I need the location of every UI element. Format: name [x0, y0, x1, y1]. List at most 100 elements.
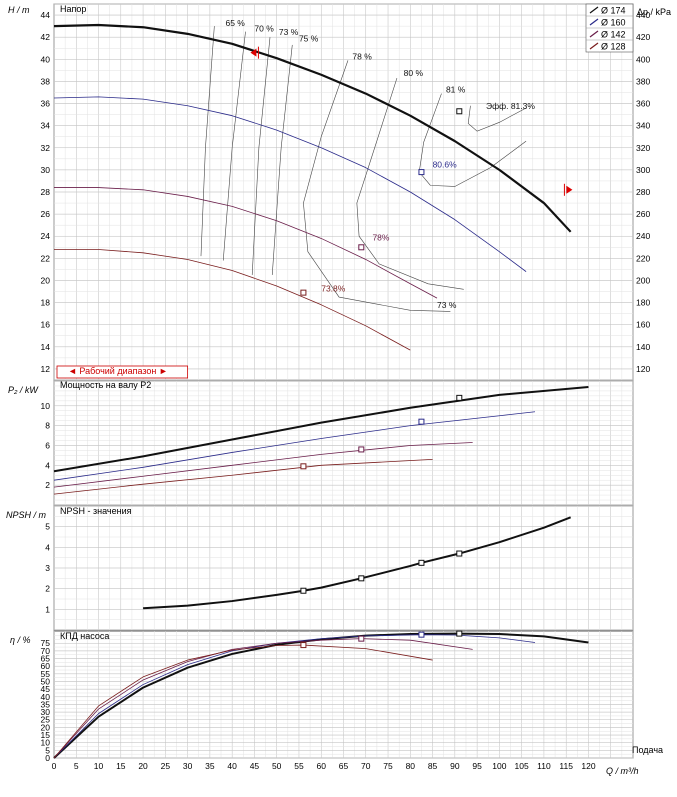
head-y-right-tick-label: 420	[636, 32, 650, 42]
head-y-right-tick-label: 240	[636, 231, 650, 241]
eff-y-tick-label: 30	[41, 707, 51, 717]
npsh-y-tick-label: 3	[45, 563, 50, 573]
eff-y-tick-label: 20	[41, 722, 51, 732]
power-y-tick-label: 8	[45, 421, 50, 431]
iso-efficiency-line	[303, 60, 451, 312]
eff-panel-title: КПД насоса	[60, 631, 109, 641]
head-y-tick-label: 14	[41, 342, 51, 352]
head-y-right-tick-label: 380	[636, 76, 650, 86]
head-y-tick-label: 22	[41, 253, 51, 263]
head-series-line	[54, 187, 438, 299]
npsh-y-tick-label: 5	[45, 522, 50, 532]
x-tick-label: 35	[205, 761, 215, 771]
x-tick-label: 55	[294, 761, 304, 771]
eff-y-tick-label: 10	[41, 738, 51, 748]
head-y-right-tick-label: 440	[636, 10, 650, 20]
head-duty-point	[300, 289, 307, 296]
x-tick-label: 0	[52, 761, 57, 771]
grid-layer	[53, 3, 634, 759]
head-y-tick-label: 26	[41, 209, 51, 219]
npsh-y-label: NPSH / m	[6, 510, 47, 520]
head-series-line	[53, 23, 572, 233]
x-tick-label: 120	[581, 761, 595, 771]
npsh-y-tick-label: 1	[45, 604, 50, 614]
x-tick-label: 40	[227, 761, 237, 771]
range-start-marker	[250, 48, 257, 57]
x-tick-label: 30	[183, 761, 193, 771]
head-series-line	[53, 96, 527, 272]
eff-y-tick-label: 25	[41, 715, 51, 725]
npsh-duty-point	[456, 550, 463, 557]
iso-efficiency-line	[418, 93, 527, 187]
efficiency-label: 73.8%	[321, 284, 346, 294]
power-series-line	[53, 442, 473, 488]
head-y-right-label: Δp / kPa	[637, 7, 671, 17]
eff-y-tick-label: 15	[41, 730, 51, 740]
x-axis-label: Q / m³/h	[606, 766, 639, 776]
head-y-tick-label: 16	[41, 320, 51, 330]
head-y-tick-label: 18	[41, 298, 51, 308]
eff-duty-point	[418, 631, 425, 638]
eff-duty-point	[358, 635, 365, 642]
x-tick-label: 65	[339, 761, 349, 771]
legend-swatch	[589, 30, 599, 38]
power-duty-point	[456, 394, 463, 401]
head-y-right-tick-label: 180	[636, 298, 650, 308]
head-y-tick-label: 28	[41, 187, 51, 197]
head-duty-point	[358, 244, 365, 251]
eff-y-tick-label: 45	[41, 684, 51, 694]
power-y-label: P₂ / kW	[8, 385, 39, 395]
npsh-series-line	[143, 516, 572, 610]
head-y-right-tick-label: 400	[636, 54, 650, 64]
power-panel-title: Мощность на валу P2	[60, 380, 151, 390]
power-duty-point	[418, 418, 425, 425]
iso-efficiency-line	[467, 105, 527, 132]
eff-duty-point	[300, 642, 307, 649]
head-duty-point	[456, 108, 463, 115]
head-y-right-tick-label: 340	[636, 121, 650, 131]
eff-y-tick-label: 65	[41, 654, 51, 664]
eff-y-label: η / %	[10, 635, 31, 645]
x-tick-label: 90	[450, 761, 460, 771]
head-series-line	[54, 249, 411, 351]
eff-y-tick-label: 55	[41, 669, 51, 679]
power-series-line	[53, 385, 589, 473]
efficiency-label: 73 %	[437, 300, 457, 310]
x-tick-label: 85	[428, 761, 438, 771]
head-y-tick-label: 40	[41, 54, 51, 64]
operating-range-box	[56, 365, 189, 379]
legend: Ø 174 Ø 160 Ø 142 Ø 128	[585, 3, 634, 53]
efficiency-label: 80 %	[404, 68, 424, 78]
legend-swatch	[589, 42, 599, 50]
efficiency-label: 65 %	[225, 18, 245, 28]
x-tick-label: 20	[138, 761, 148, 771]
head-y-tick-label: 24	[41, 231, 51, 241]
head-y-right-tick-label: 260	[636, 209, 650, 219]
power-duty-point	[300, 463, 307, 470]
head-y-right-tick-label: 200	[636, 275, 650, 285]
power-duty-point	[358, 446, 365, 453]
head-y-tick-label: 36	[41, 99, 51, 109]
head-y-label: H / m	[8, 5, 30, 15]
iso-efficiency-line	[251, 37, 271, 275]
eff-y-tick-label: 70	[41, 646, 51, 656]
iso-efficiency-line	[271, 44, 293, 275]
power-series-line	[53, 411, 536, 481]
npsh-duty-point	[300, 587, 307, 594]
legend-entry: Ø 160	[601, 18, 626, 28]
marks-layer	[56, 46, 573, 649]
x-tick-label: 10	[94, 761, 104, 771]
efficiency-label: 70 %	[254, 24, 274, 34]
x-tick-label: 70	[361, 761, 371, 771]
eff-y-tick-label: 0	[45, 753, 50, 763]
npsh-y-tick-label: 4	[45, 542, 50, 552]
head-y-right-tick-label: 320	[636, 143, 650, 153]
efficiency-iso-lines	[200, 26, 527, 312]
efficiency-label: 75 %	[299, 34, 319, 44]
iso-efficiency-line	[356, 78, 464, 290]
head-y-right-tick-label: 300	[636, 165, 650, 175]
legend-entry: Ø 128	[601, 42, 626, 52]
eff-y-tick-label: 50	[41, 676, 51, 686]
